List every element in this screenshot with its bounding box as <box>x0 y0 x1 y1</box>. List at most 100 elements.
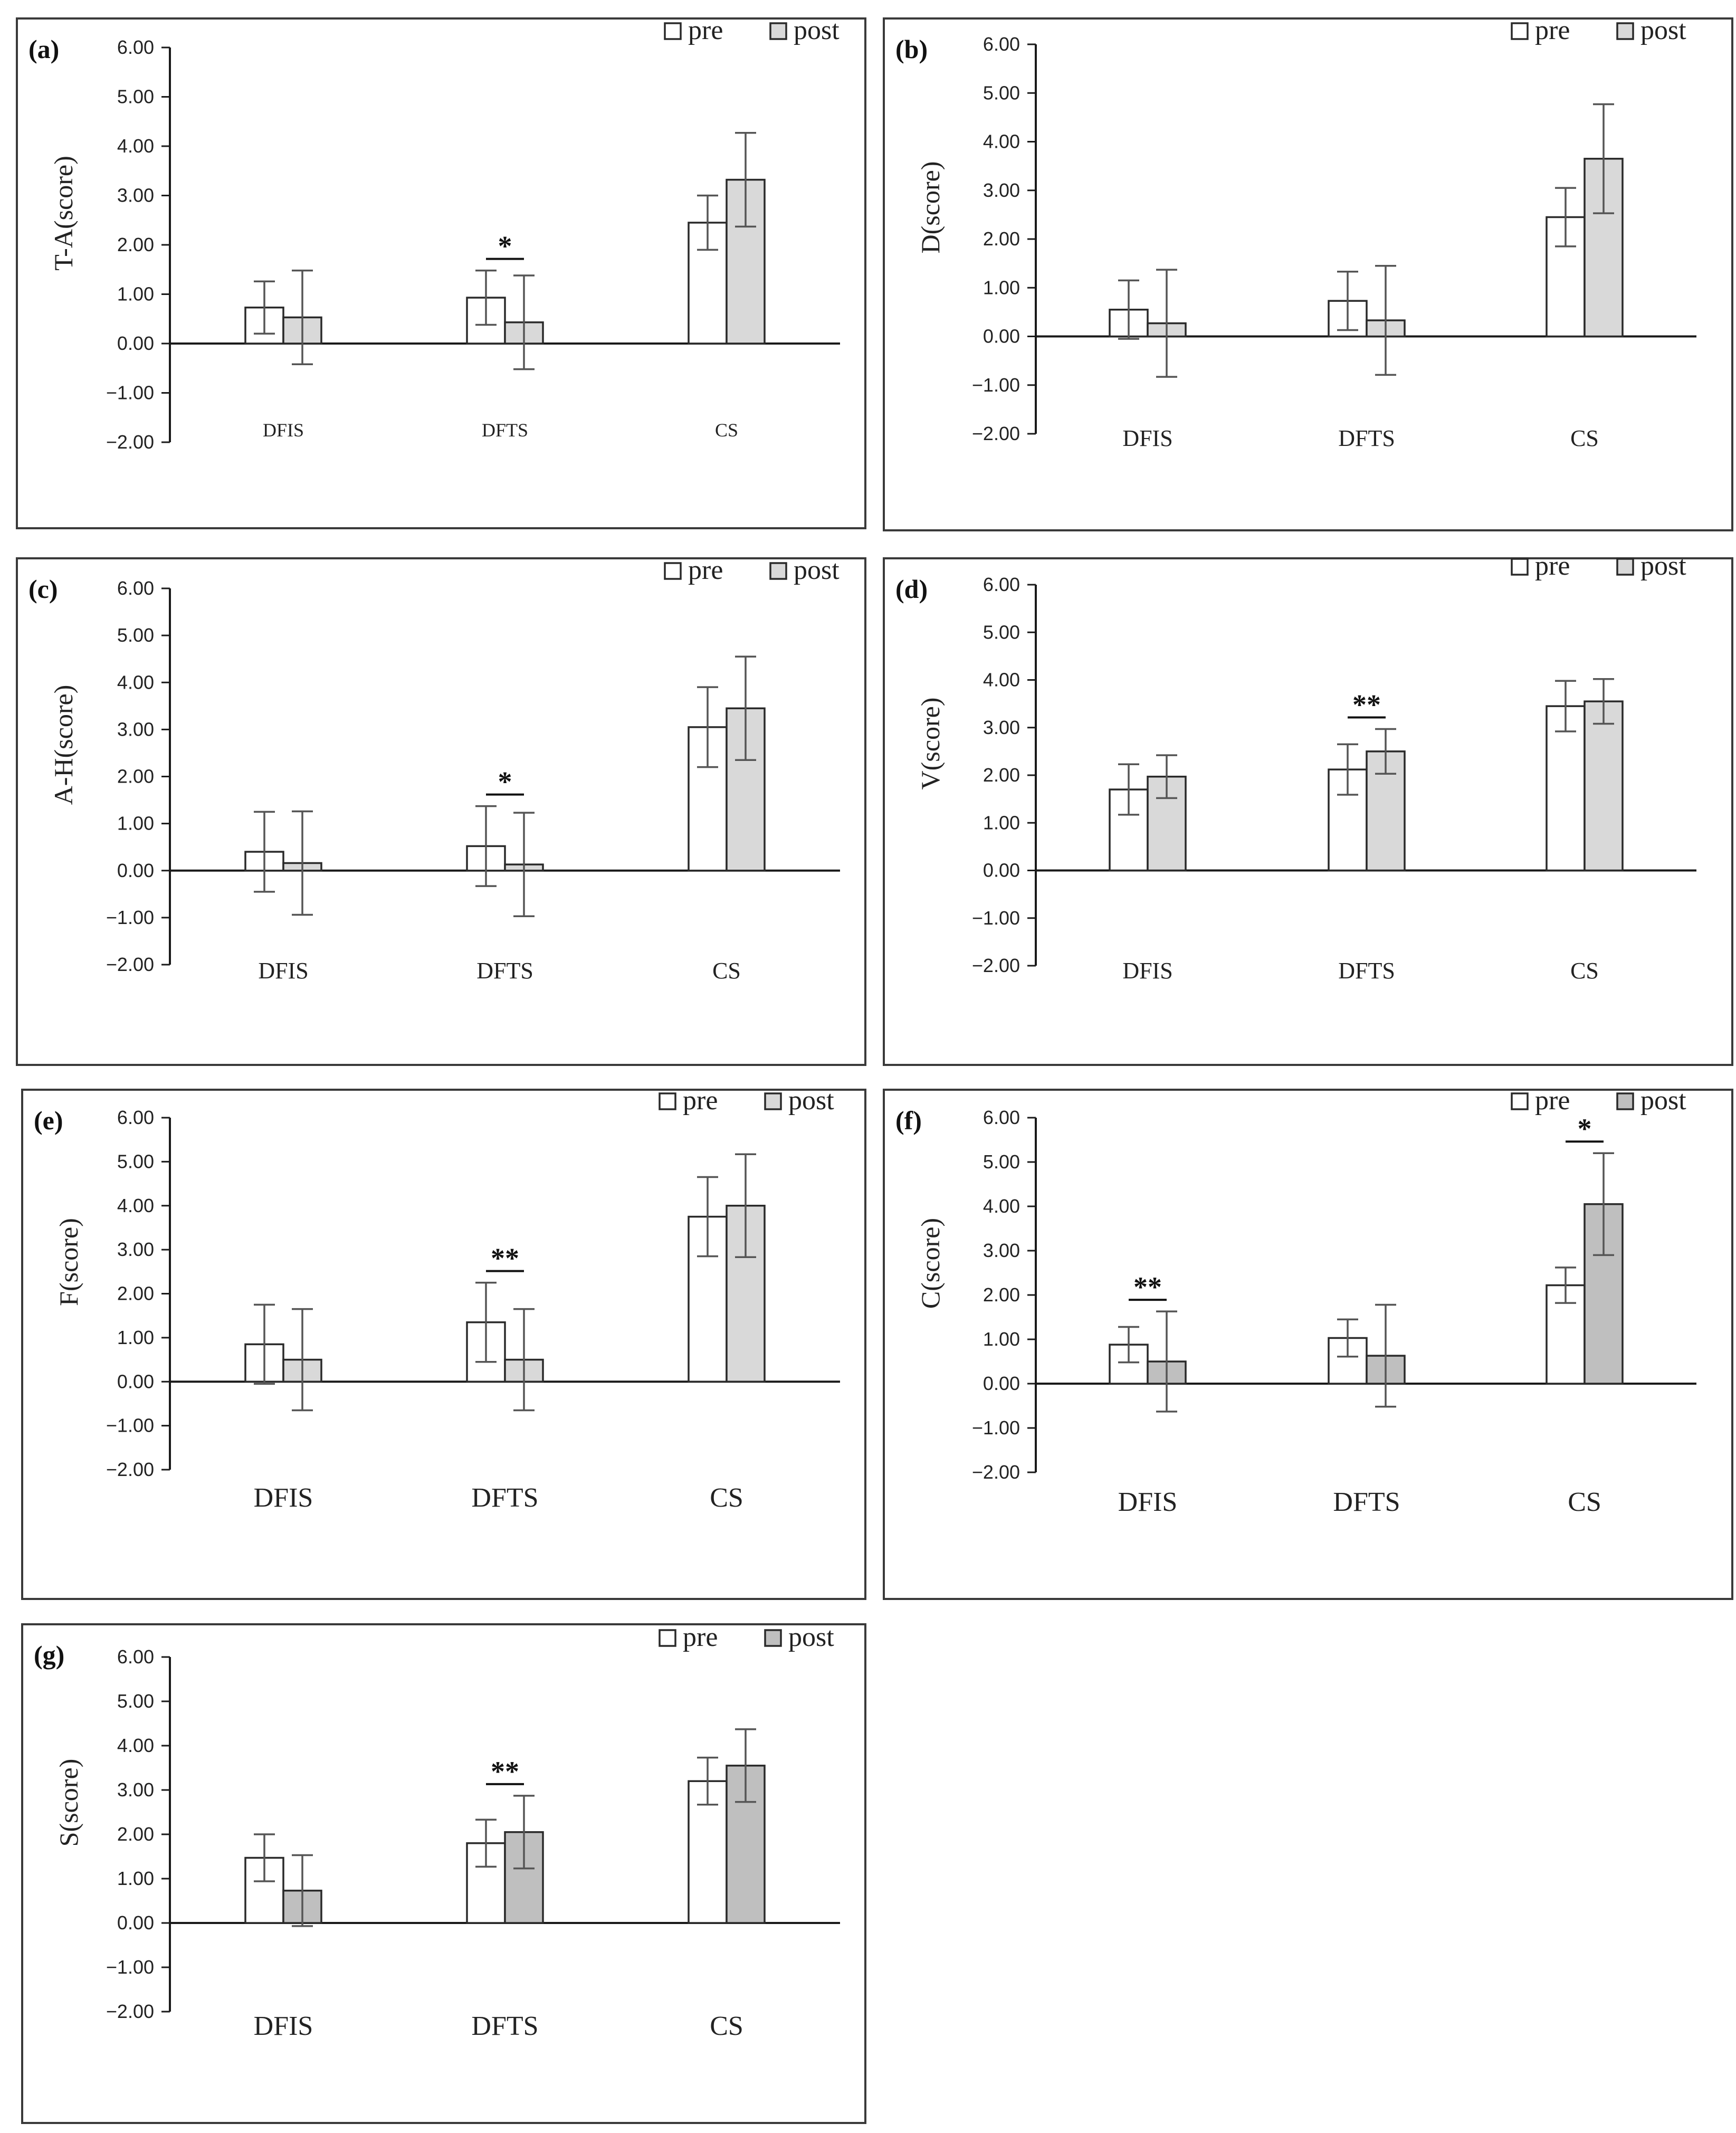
y-tick-label: 4.00 <box>983 669 1020 691</box>
legend-label-pre: pre <box>683 1622 718 1652</box>
significance-marker: * <box>1578 1113 1592 1145</box>
y-tick-label: 3.00 <box>117 1239 154 1260</box>
legend-label-post: post <box>794 555 840 585</box>
y-axis-title: F(score) <box>54 1218 83 1306</box>
y-tick-label: 3.00 <box>983 1240 1020 1261</box>
panel-e: (e) 6.00 5.00 4.00 3.00 2.00 1.00 0.00 −1.00 −2.0… <box>21 1085 866 1600</box>
legend: pre post <box>1511 551 1686 581</box>
legend-label-pre: pre <box>688 15 723 45</box>
y-tick-label: −2.00 <box>106 954 154 975</box>
y-tick-label: 1.00 <box>117 1327 154 1348</box>
y-tick-label: 6.00 <box>117 1646 154 1668</box>
legend-swatch-post <box>764 1629 782 1647</box>
legend-label-pre: pre <box>683 1085 718 1116</box>
category-label: DFTS <box>471 1483 538 1513</box>
legend-label-pre: pre <box>1535 1085 1570 1116</box>
y-tick-label: 3.00 <box>983 717 1020 738</box>
significance-marker: ** <box>491 1756 519 1787</box>
panel-c: (c) 6.00 5.00 4.00 3.00 2.00 1.00 0.00 −1.00 −2.0… <box>16 555 866 1066</box>
y-tick-label: 1.00 <box>983 1328 1020 1350</box>
legend-swatch-pre <box>1511 558 1529 576</box>
y-tick-label: 6.00 <box>117 36 154 58</box>
y-tick-label: −1.00 <box>106 907 154 928</box>
y-tick-label: −1.00 <box>106 1956 154 1978</box>
y-tick-label: −2.00 <box>972 423 1020 444</box>
y-tick-label: 2.00 <box>117 766 154 787</box>
y-axis-title: T-A(score) <box>49 156 78 271</box>
y-tick-label: 5.00 <box>983 621 1020 643</box>
y-tick-label: 1.00 <box>117 1868 154 1889</box>
y-tick-label: 1.00 <box>983 277 1020 298</box>
category-label: DFTS <box>1338 425 1395 451</box>
y-axis-title: V(score) <box>915 698 945 790</box>
legend-label-post: post <box>1640 1085 1686 1116</box>
y-axis-title: A-H(score) <box>49 685 78 805</box>
y-tick-label: 0.00 <box>117 1370 154 1392</box>
panel-label: (e) <box>34 1106 63 1135</box>
legend-swatch-pre <box>664 22 682 40</box>
legend-label-pre: pre <box>1535 15 1570 45</box>
legend-label-post: post <box>794 15 840 45</box>
category-label: CS <box>1570 425 1599 451</box>
y-tick-label: 3.00 <box>117 718 154 740</box>
y-tick-label: −2.00 <box>972 1461 1020 1483</box>
panel-label: (a) <box>28 34 59 64</box>
legend-swatch-pre <box>659 1092 676 1110</box>
legend-label-post: post <box>788 1085 834 1116</box>
category-label: DFIS <box>258 958 308 984</box>
category-label: DFTS <box>476 958 533 984</box>
y-tick-label: 6.00 <box>983 33 1020 55</box>
y-tick-label: 2.00 <box>117 1283 154 1304</box>
legend: pre post <box>659 1085 834 1116</box>
legend: pre post <box>664 15 840 45</box>
y-tick-label: −1.00 <box>972 907 1020 929</box>
panel-b: (b) 6.00 5.00 4.00 3.00 2.00 1.00 0.00 −1.00 −2.0… <box>883 15 1733 531</box>
legend-swatch-pre <box>1511 22 1529 40</box>
category-label: DFTS <box>482 420 528 441</box>
y-tick-label: 5.00 <box>117 624 154 646</box>
panel-label: (g) <box>34 1640 64 1670</box>
y-tick-label: 0.00 <box>983 1373 1020 1394</box>
y-tick-label: 2.00 <box>983 228 1020 250</box>
y-tick-label: −2.00 <box>106 2001 154 2022</box>
y-tick-label: 4.00 <box>117 135 154 157</box>
y-tick-label: 0.00 <box>983 326 1020 347</box>
legend-label-post: post <box>1640 551 1686 581</box>
y-tick-label: 1.00 <box>983 812 1020 833</box>
y-tick-label: 5.00 <box>117 1150 154 1172</box>
y-tick-label: 0.00 <box>117 1912 154 1934</box>
legend-label-pre: pre <box>1535 551 1570 581</box>
y-tick-label: 5.00 <box>983 1151 1020 1173</box>
legend-label-post: post <box>788 1622 834 1652</box>
y-tick-label: 5.00 <box>117 1690 154 1712</box>
panel-label: (b) <box>895 34 928 64</box>
category-label: DFIS <box>1122 958 1172 984</box>
y-tick-label: 0.00 <box>117 860 154 881</box>
y-tick-label: 6.00 <box>117 577 154 599</box>
bar-post-cs <box>726 178 766 345</box>
category-label: DFTS <box>1333 1487 1400 1517</box>
category-label: DFIS <box>263 420 304 441</box>
panel-d: (d) 6.00 5.00 4.00 3.00 2.00 1.00 0.00 −1.00 −2.0… <box>883 551 1733 1066</box>
y-tick-label: 3.00 <box>983 179 1020 201</box>
legend-swatch-post <box>1616 1092 1634 1110</box>
panel-g: (g) 6.00 5.00 4.00 3.00 2.00 1.00 0.00 −1.00 −2.0… <box>21 1622 866 2124</box>
y-tick-label: 5.00 <box>983 82 1020 103</box>
panel-a: (a) 6.00 5.00 4.00 3.00 2.00 1.00 0.00 −1.00 −2.0… <box>16 15 866 529</box>
y-tick-label: −1.00 <box>106 1415 154 1436</box>
legend-label-post: post <box>1640 15 1686 45</box>
y-tick-label: 5.00 <box>117 86 154 108</box>
category-label: CS <box>1568 1487 1601 1517</box>
y-tick-label: −2.00 <box>106 431 154 453</box>
y-tick-label: 3.00 <box>117 1779 154 1801</box>
legend-label-pre: pre <box>688 555 723 585</box>
category-label: DFIS <box>1122 425 1172 451</box>
y-tick-label: 0.00 <box>983 860 1020 881</box>
category-label: CS <box>710 1483 743 1513</box>
y-tick-label: 4.00 <box>117 1195 154 1216</box>
y-tick-label: 1.00 <box>117 813 154 834</box>
category-label: DFIS <box>1118 1487 1178 1517</box>
y-tick-label: 3.00 <box>117 185 154 206</box>
y-tick-label: 4.00 <box>117 1735 154 1756</box>
